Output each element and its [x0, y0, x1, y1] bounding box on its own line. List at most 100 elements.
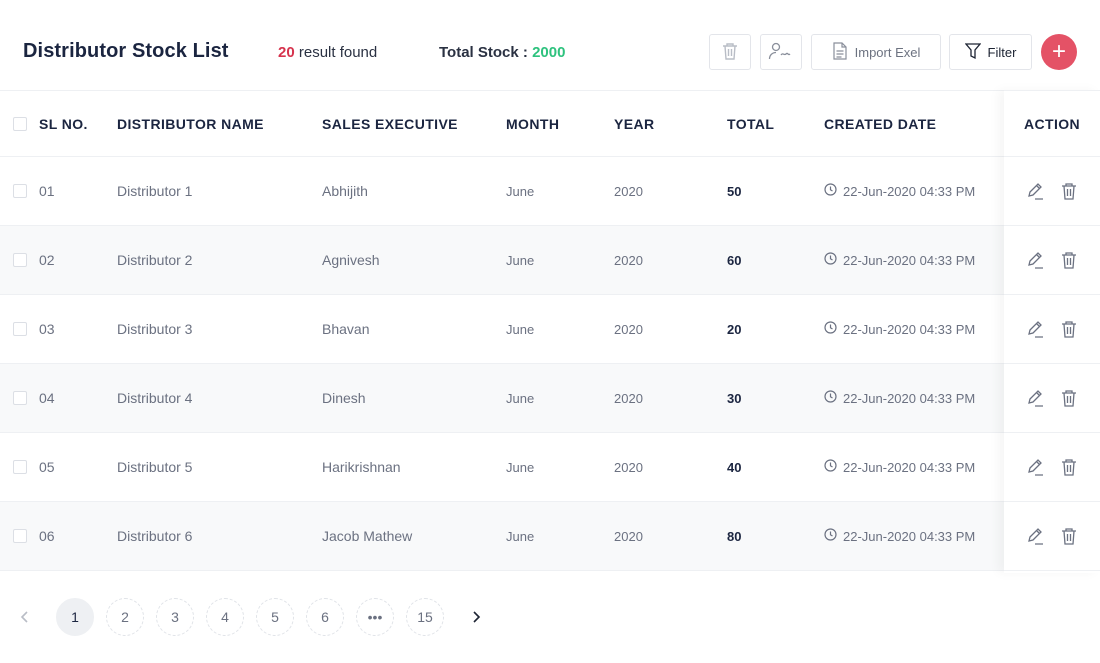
select-all-checkbox[interactable] [13, 116, 27, 131]
clock-icon [824, 183, 837, 199]
edit-icon[interactable] [1026, 458, 1044, 476]
clock-icon [824, 321, 837, 337]
result-count-number: 20 [278, 44, 295, 61]
cell-distributor: Distributor 3 [117, 321, 193, 337]
page-title: Distributor Stock List [23, 40, 229, 62]
column-header-sales-executive[interactable]: SALES EXECUTIVE [322, 115, 458, 132]
chevron-left-icon[interactable] [13, 598, 37, 636]
page-header: Distributor Stock List 20 result found T… [0, 0, 1100, 90]
edit-icon[interactable] [1026, 182, 1044, 200]
row-checkbox[interactable] [13, 391, 27, 405]
cell-total: 40 [727, 459, 742, 475]
cell-distributor: Distributor 4 [117, 390, 193, 406]
bulk-delete-button[interactable] [709, 34, 751, 70]
created-date-text: 22-Jun-2020 04:33 PM [843, 528, 976, 544]
created-date-text: 22-Jun-2020 04:33 PM [843, 390, 976, 406]
cell-sales-executive: Agnivesh [322, 252, 380, 268]
edit-icon[interactable] [1026, 389, 1044, 407]
column-header-distributor[interactable]: DISTRIBUTOR NAME [117, 115, 264, 132]
column-header-total[interactable]: TOTAL [727, 115, 775, 132]
cell-year: 2020 [614, 321, 643, 337]
cell-total: 60 [727, 252, 742, 268]
row-actions [1004, 433, 1100, 502]
cell-sl: 04 [39, 390, 55, 406]
assign-user-button[interactable] [760, 34, 802, 70]
cell-created-date: 22-Jun-2020 04:33 PM [824, 502, 975, 570]
created-date-text: 22-Jun-2020 04:33 PM [843, 321, 976, 337]
filter-label: Filter [987, 44, 1017, 60]
clock-icon [824, 390, 837, 406]
row-checkbox[interactable] [13, 253, 27, 267]
cell-sales-executive: Abhijith [322, 183, 368, 199]
cell-sales-executive: Dinesh [322, 390, 366, 406]
cell-distributor: Distributor 6 [117, 528, 193, 544]
clock-icon [824, 459, 837, 475]
total-stock-value: 2000 [532, 44, 566, 61]
chevron-right-icon[interactable] [464, 598, 488, 636]
edit-icon[interactable] [1026, 527, 1044, 545]
assign-user-icon [768, 41, 794, 64]
cell-total: 50 [727, 183, 742, 199]
cell-year: 2020 [614, 459, 643, 475]
column-header-action: ACTION [1004, 90, 1100, 157]
page-5[interactable]: 5 [256, 598, 294, 636]
delete-icon[interactable] [1060, 320, 1078, 338]
result-count: 20 result found [278, 44, 377, 61]
row-checkbox[interactable] [13, 184, 27, 198]
delete-icon[interactable] [1060, 389, 1078, 407]
import-excel-button[interactable]: Import Exel [811, 34, 941, 70]
add-button[interactable]: + [1041, 34, 1077, 70]
table-row: 01 Distributor 1 Abhijith June 2020 50 2… [0, 157, 1100, 226]
cell-created-date: 22-Jun-2020 04:33 PM [824, 226, 975, 294]
cell-month: June [506, 321, 535, 337]
clock-icon [824, 252, 837, 268]
cell-year: 2020 [614, 390, 643, 406]
filter-button[interactable]: Filter [949, 34, 1032, 70]
page-15[interactable]: 15 [406, 598, 444, 636]
table-row: 03 Distributor 3 Bhavan June 2020 20 22-… [0, 295, 1100, 364]
result-count-suffix: result found [294, 44, 378, 61]
cell-month: June [506, 252, 535, 268]
action-column: ACTION [1004, 90, 1100, 573]
column-header-created-date[interactable]: CREATED DATE [824, 115, 937, 132]
row-checkbox[interactable] [13, 529, 27, 543]
column-header-month[interactable]: MONTH [506, 115, 560, 132]
table-row: 05 Distributor 5 Harikrishnan June 2020 … [0, 433, 1100, 502]
cell-total: 80 [727, 528, 742, 544]
delete-icon[interactable] [1060, 251, 1078, 269]
cell-sl: 02 [39, 252, 55, 268]
cell-sl: 03 [39, 321, 55, 337]
cell-distributor: Distributor 2 [117, 252, 193, 268]
row-actions [1004, 295, 1100, 364]
cell-sl: 06 [39, 528, 55, 544]
row-checkbox[interactable] [13, 460, 27, 474]
column-header-year[interactable]: YEAR [614, 115, 655, 132]
document-icon [832, 41, 848, 63]
page-4[interactable]: 4 [206, 598, 244, 636]
clock-icon [824, 528, 837, 544]
column-header-sl[interactable]: SL NO. [39, 115, 88, 132]
cell-total: 30 [727, 390, 742, 406]
cell-created-date: 22-Jun-2020 04:33 PM [824, 157, 975, 225]
cell-sales-executive: Bhavan [322, 321, 370, 337]
cell-created-date: 22-Jun-2020 04:33 PM [824, 433, 975, 501]
page-3[interactable]: 3 [156, 598, 194, 636]
filter-icon [964, 42, 981, 63]
page-ellipsis[interactable]: ••• [356, 598, 394, 636]
cell-created-date: 22-Jun-2020 04:33 PM [824, 364, 975, 432]
edit-icon[interactable] [1026, 251, 1044, 269]
page-6[interactable]: 6 [306, 598, 344, 636]
table-header-row: SL NO. DISTRIBUTOR NAME SALES EXECUTIVE … [0, 90, 1100, 157]
row-checkbox[interactable] [13, 322, 27, 336]
row-actions [1004, 226, 1100, 295]
delete-icon[interactable] [1060, 458, 1078, 476]
table-row: 04 Distributor 4 Dinesh June 2020 30 22-… [0, 364, 1100, 433]
page-2[interactable]: 2 [106, 598, 144, 636]
created-date-text: 22-Jun-2020 04:33 PM [843, 252, 976, 268]
edit-icon[interactable] [1026, 320, 1044, 338]
row-actions [1004, 364, 1100, 433]
delete-icon[interactable] [1060, 182, 1078, 200]
page-1[interactable]: 1 [56, 598, 94, 636]
created-date-text: 22-Jun-2020 04:33 PM [843, 183, 976, 199]
delete-icon[interactable] [1060, 527, 1078, 545]
